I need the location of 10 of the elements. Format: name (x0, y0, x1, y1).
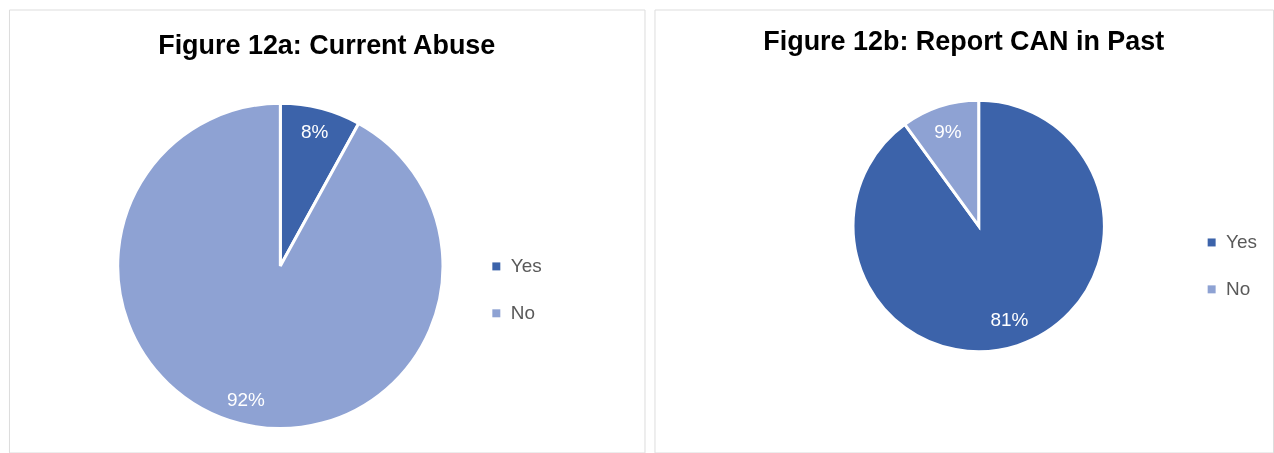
legend-label: No (1226, 278, 1251, 300)
chart-title: Figure 12a: Current Abuse (158, 30, 496, 61)
legend-label: Yes (510, 255, 542, 277)
data-label: 8% (301, 121, 329, 143)
chart-title: Figure 12b: Report CAN in Past (763, 26, 1165, 57)
data-label: 81% (990, 309, 1029, 331)
legend-label: No (510, 302, 536, 324)
data-label: 92% (227, 388, 266, 410)
legend-label: Yes (1226, 231, 1258, 253)
data-label: 9% (934, 120, 962, 142)
